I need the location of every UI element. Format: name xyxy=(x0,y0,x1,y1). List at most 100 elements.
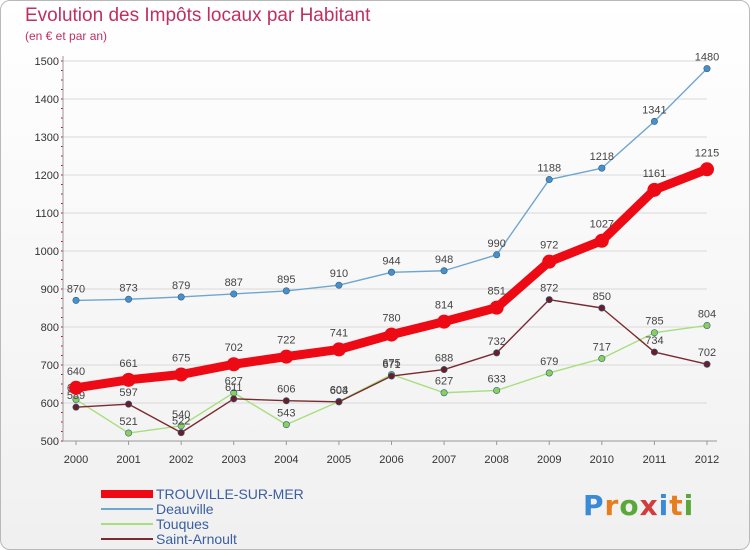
y-tick-label: 700 xyxy=(41,360,59,372)
legend-label: Touques xyxy=(156,516,209,532)
data-label-deauville: 944 xyxy=(382,255,400,267)
data-label-saint-arnoult: 872 xyxy=(540,283,558,295)
x-tick-label: 2005 xyxy=(327,454,351,466)
proxiti-logo: Proxiti xyxy=(583,489,694,522)
chart-title: Evolution des Impôts locaux par Habitant xyxy=(25,5,371,26)
y-tick-label: 1100 xyxy=(35,208,59,220)
data-label-deauville: 990 xyxy=(487,238,505,250)
data-point-trouville-sur-mer xyxy=(121,372,136,387)
logo-letter: i xyxy=(658,489,670,522)
logo-letter: x xyxy=(639,489,659,522)
data-label-touques: 540 xyxy=(172,409,190,421)
y-tick-label: 1300 xyxy=(35,132,59,144)
logo-letter: o xyxy=(619,489,640,522)
data-label-trouville-sur-mer: 1161 xyxy=(643,168,667,180)
data-label-touques: 804 xyxy=(698,308,716,320)
data-point-deauville xyxy=(545,176,553,184)
logo-letter: r xyxy=(604,489,620,522)
data-label-saint-arnoult: 603 xyxy=(330,385,348,397)
data-point-deauville xyxy=(177,293,185,301)
data-point-touques xyxy=(703,321,711,329)
data-point-saint-arnoult xyxy=(387,372,395,380)
data-point-touques xyxy=(598,355,606,363)
data-point-deauville xyxy=(493,251,501,259)
data-point-touques xyxy=(177,422,185,430)
data-label-deauville: 873 xyxy=(119,282,137,294)
data-point-saint-arnoult xyxy=(335,398,343,406)
x-tick-label: 2009 xyxy=(537,454,561,466)
data-point-touques xyxy=(282,421,290,429)
data-point-trouville-sur-mer xyxy=(594,233,609,248)
data-label-deauville: 1188 xyxy=(537,163,561,175)
logo-letter: i xyxy=(683,489,695,522)
data-point-saint-arnoult xyxy=(125,400,133,408)
data-label-deauville: 879 xyxy=(172,280,190,292)
data-label-saint-arnoult: 688 xyxy=(435,353,453,365)
data-point-deauville xyxy=(440,267,448,275)
y-tick-label: 900 xyxy=(41,284,59,296)
data-point-trouville-sur-mer xyxy=(542,254,557,269)
data-point-touques xyxy=(493,386,501,394)
logo-letter: P xyxy=(583,489,605,522)
data-label-touques: 543 xyxy=(277,408,295,420)
data-label-touques: 604 xyxy=(330,384,348,396)
data-point-trouville-sur-mer xyxy=(700,162,714,177)
data-label-saint-arnoult: 734 xyxy=(645,335,663,347)
data-label-saint-arnoult: 850 xyxy=(593,291,611,303)
data-point-saint-arnoult xyxy=(177,429,185,437)
data-point-touques xyxy=(545,369,553,377)
data-label-deauville: 1480 xyxy=(695,52,719,64)
data-label-trouville-sur-mer: 722 xyxy=(277,335,295,347)
data-label-saint-arnoult: 702 xyxy=(698,347,716,359)
chart-subtitle: (en € et par an) xyxy=(25,29,108,43)
y-tick-label: 1500 xyxy=(35,56,59,68)
data-point-saint-arnoult xyxy=(703,360,711,368)
data-label-trouville-sur-mer: 640 xyxy=(67,366,85,378)
data-label-trouville-sur-mer: 1215 xyxy=(695,147,719,159)
data-point-trouville-sur-mer xyxy=(174,367,189,382)
data-point-deauville xyxy=(650,117,658,125)
y-tick-label: 1400 xyxy=(35,94,59,106)
data-point-trouville-sur-mer xyxy=(69,380,83,395)
data-label-deauville: 895 xyxy=(277,274,295,286)
data-point-trouville-sur-mer xyxy=(489,300,504,315)
logo-letter: t xyxy=(669,489,684,522)
data-label-touques: 785 xyxy=(645,316,663,328)
data-label-touques: 627 xyxy=(435,376,453,388)
x-tick-label: 2010 xyxy=(590,454,614,466)
data-label-deauville: 910 xyxy=(330,268,348,280)
y-tick-label: 800 xyxy=(41,322,59,334)
data-point-deauville xyxy=(230,290,238,298)
x-tick-label: 2004 xyxy=(274,454,298,466)
data-label-touques: 633 xyxy=(487,373,505,385)
data-point-deauville xyxy=(387,268,395,276)
data-label-deauville: 1341 xyxy=(642,104,666,116)
data-label-trouville-sur-mer: 741 xyxy=(330,327,348,339)
data-label-touques: 717 xyxy=(593,342,611,354)
data-point-saint-arnoult xyxy=(545,296,553,304)
legend-label: Deauville xyxy=(156,501,214,517)
data-point-touques xyxy=(650,329,658,337)
data-label-trouville-sur-mer: 1027 xyxy=(590,219,614,231)
data-point-trouville-sur-mer xyxy=(226,357,241,372)
data-label-saint-arnoult: 589 xyxy=(67,390,85,402)
data-point-deauville xyxy=(72,296,80,304)
data-point-saint-arnoult xyxy=(598,304,606,312)
data-point-deauville xyxy=(335,281,343,289)
data-label-saint-arnoult: 522 xyxy=(172,416,190,428)
data-label-saint-arnoult: 597 xyxy=(119,387,137,399)
data-point-trouville-sur-mer xyxy=(647,182,662,197)
data-point-touques xyxy=(72,396,80,404)
data-label-saint-arnoult: 732 xyxy=(487,336,505,348)
x-tick-label: 2003 xyxy=(222,454,246,466)
data-label-deauville: 870 xyxy=(67,283,85,295)
data-label-saint-arnoult: 611 xyxy=(225,382,243,394)
data-point-saint-arnoult xyxy=(650,348,658,356)
data-label-trouville-sur-mer: 702 xyxy=(225,342,243,354)
data-point-saint-arnoult xyxy=(72,403,80,411)
data-point-touques xyxy=(125,429,133,437)
data-point-trouville-sur-mer xyxy=(331,342,346,357)
data-point-saint-arnoult xyxy=(282,397,290,405)
data-label-trouville-sur-mer: 851 xyxy=(487,286,505,298)
